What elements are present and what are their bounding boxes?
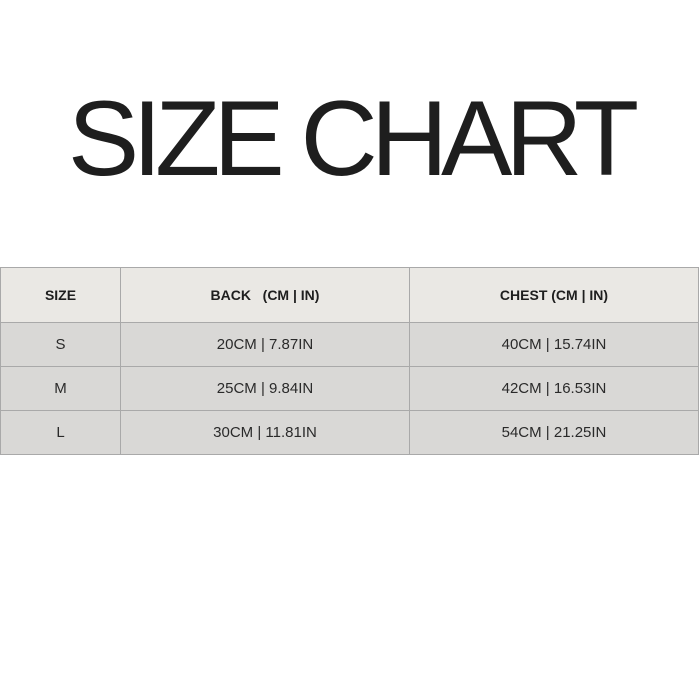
cell-size: S bbox=[0, 322, 121, 367]
header-back: BACK (CM | IN) bbox=[120, 267, 410, 323]
table-row: L 30CM | 11.81IN 54CM | 21.25IN bbox=[0, 410, 699, 455]
cell-size: L bbox=[0, 410, 121, 455]
header-size: SIZE bbox=[0, 267, 121, 323]
cell-chest: 42CM | 16.53IN bbox=[409, 366, 699, 411]
cell-size: M bbox=[0, 366, 121, 411]
page-title: SIZE CHART bbox=[67, 78, 639, 198]
header-chest: CHEST (CM | IN) bbox=[409, 267, 699, 323]
cell-back: 20CM | 7.87IN bbox=[120, 322, 410, 367]
table-header-row: SIZE BACK (CM | IN) CHEST (CM | IN) bbox=[0, 267, 699, 323]
cell-chest: 54CM | 21.25IN bbox=[409, 410, 699, 455]
size-table: SIZE BACK (CM | IN) CHEST (CM | IN) S 20… bbox=[0, 267, 699, 455]
cell-chest: 40CM | 15.74IN bbox=[409, 322, 699, 367]
cell-back: 30CM | 11.81IN bbox=[120, 410, 410, 455]
table-row: S 20CM | 7.87IN 40CM | 15.74IN bbox=[0, 322, 699, 367]
table-row: M 25CM | 9.84IN 42CM | 16.53IN bbox=[0, 366, 699, 411]
cell-back: 25CM | 9.84IN bbox=[120, 366, 410, 411]
